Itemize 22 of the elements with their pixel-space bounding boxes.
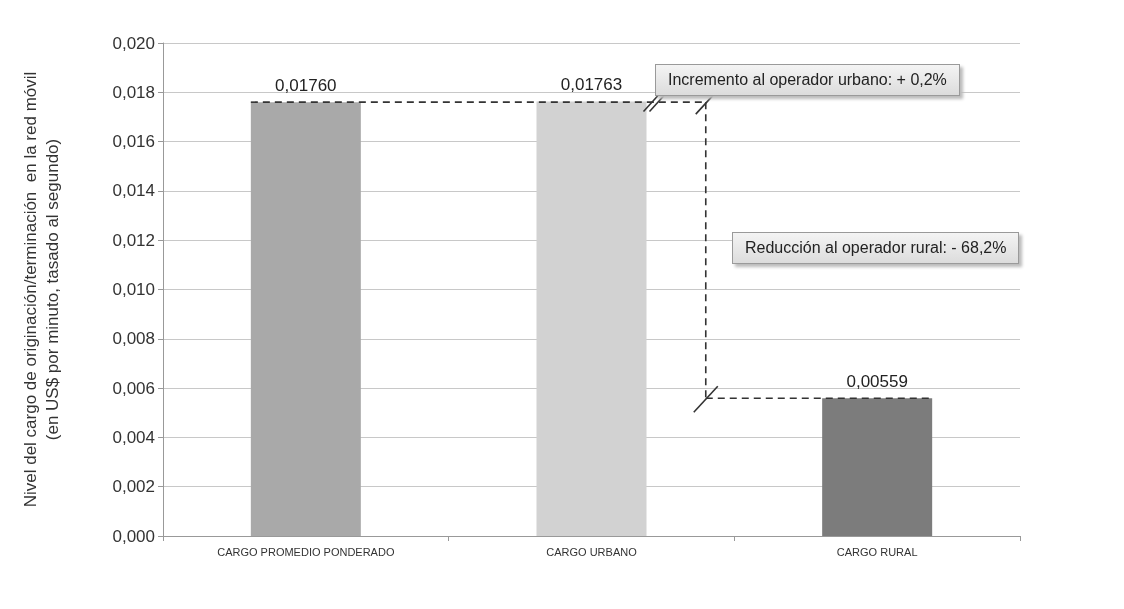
- bar: [822, 398, 933, 536]
- y-tick-label: 0,010: [112, 280, 155, 299]
- y-tick-label: 0,014: [112, 181, 155, 201]
- y-tick-label: 0,002: [112, 477, 155, 497]
- y-tick-label: 0,004: [112, 427, 155, 447]
- data-label: 0,00559: [846, 372, 908, 392]
- y-tick-label: 0,018: [112, 82, 155, 102]
- x-tick-label: CARGO URBANO: [546, 545, 638, 558]
- y-tick-label: 0,020: [112, 33, 155, 53]
- y-tick-label: 0,008: [112, 329, 155, 349]
- annotation: Incremento al operador urbano: + 0,2%: [655, 64, 960, 96]
- annotation: Reducción al operador rural: - 68,2%: [732, 232, 1020, 264]
- y-tick-label: 0,016: [112, 132, 155, 152]
- x-tick-label: CARGO PROMEDIO PONDERADO: [217, 545, 395, 558]
- y-tick-label: 0,012: [112, 230, 155, 250]
- y-tick-label: 0,000: [112, 526, 155, 546]
- bar: [250, 102, 361, 536]
- x-tick-label: CARGO RURAL: [836, 545, 918, 558]
- y-axis-title: Nivel del cargo de originación/terminación en la red móvil (en US$ por minuto, tasado al segundo): [20, 71, 62, 508]
- y-tick-label: 0,006: [112, 378, 155, 398]
- data-label: 0,01760: [275, 76, 337, 96]
- data-label: 0,01763: [560, 75, 623, 95]
